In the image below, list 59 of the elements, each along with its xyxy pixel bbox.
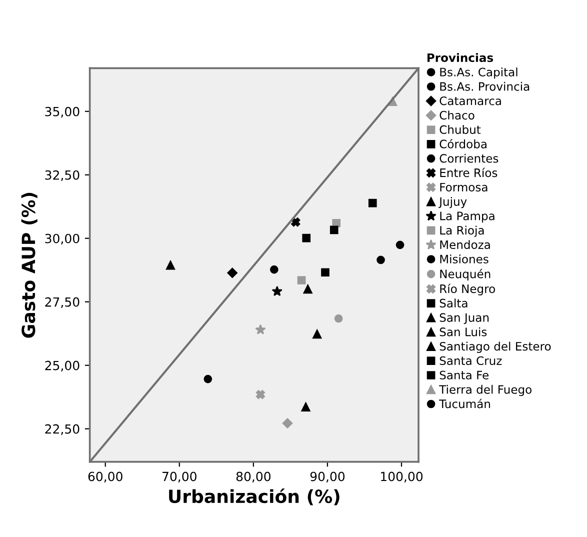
point [376,256,385,264]
legend-label: Río Negro [440,284,495,296]
point [256,390,265,400]
point [396,240,404,250]
legend-label: Salta [440,298,468,308]
x-axis-title: Urbanización (%) [169,488,340,506]
point [302,234,311,242]
y-tick-label: 35,00 [45,106,80,118]
legend-title: Provincias [427,53,494,62]
point [282,418,293,428]
point [227,268,238,278]
y-axis-title: Gasto AUP (%) [21,192,38,338]
point [166,260,176,270]
point [270,265,278,274]
legend-label: Formosa [440,182,488,192]
x-tick-label: 70,00 [162,472,196,482]
legend-label: San Juan [440,313,489,324]
y-tick-label: 30,00 [45,234,80,245]
legend-label: Tierra del Fuego [439,384,532,396]
point [291,218,300,227]
point [303,284,312,294]
point [368,198,377,208]
point [301,402,310,412]
legend-label: Santa Fe [440,370,489,380]
x-tick-label: 100,00 [381,472,423,482]
point [332,218,341,228]
legend-label: Bs.As. Provincia [440,82,530,91]
legend-label: Mendoza [440,240,490,250]
point [321,268,330,277]
legend-label: San Luis [440,327,487,336]
legend-label: Santiago del Estero [440,342,551,353]
y-tick-label: 32,50 [45,170,80,182]
point [334,314,343,323]
legend-label: Catamarca [440,96,501,106]
y-tick-label: 27,50 [45,297,80,308]
legend-label: Misiones [440,254,488,264]
legend-label: Jujuy [438,196,467,208]
legend-label: Santa Cruz [440,356,502,366]
legend-label: Neuquén [440,268,490,281]
x-tick-label: 90,00 [310,472,345,482]
legend-label: Chubut [440,125,481,134]
point [255,324,266,334]
legend-label: Corrientes [440,154,498,163]
point [312,330,322,339]
point [330,226,338,234]
legend-label: La Pampa [440,212,494,223]
y-tick-label: 22,50 [45,424,80,436]
legend-label: La Rioja [440,226,484,237]
legend-label: Córdoba [440,138,486,148]
legend-label: Bs.As. Capital [440,68,518,79]
legend-label: Chaco [440,110,474,120]
x-tick-label: 60,00 [88,472,122,482]
point [297,276,306,284]
y-tick-label: 25,00 [45,360,80,372]
point [204,374,212,384]
legend-label: Entre Ríos [440,168,498,178]
point [272,286,282,296]
x-tick-label: 80,00 [236,472,270,482]
legend-label: Tucumán [439,398,490,408]
